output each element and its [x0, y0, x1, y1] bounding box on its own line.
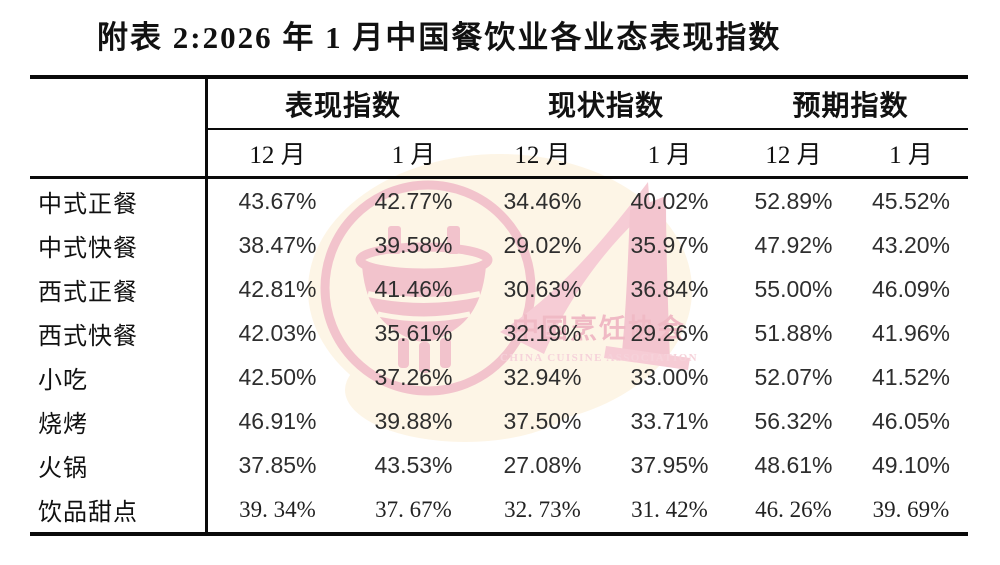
- cell-value: 47.92%: [754, 231, 833, 258]
- row-label: 中式正餐: [38, 191, 138, 218]
- cell-value: 38.47%: [238, 231, 317, 258]
- group-header-expected: 预期指数: [733, 79, 968, 130]
- row-label: 西式快餐: [38, 323, 138, 350]
- cell-value: 52.89%: [754, 187, 833, 214]
- cell-value: 29.26%: [630, 319, 709, 346]
- cell-value: 37.95%: [630, 451, 709, 478]
- cell-value: 43.53%: [374, 451, 453, 478]
- swoosh-numeral-shape: [500, 182, 690, 370]
- cell-value: 42.77%: [374, 187, 453, 214]
- table-vertical-divider: [205, 75, 208, 536]
- table-row-snacks: 小吃 42.50% 37.26% 32.94% 33.00% 52.07% 41…: [30, 355, 968, 399]
- cell-value: 31. 42%: [631, 496, 708, 522]
- cell-value: 52.07%: [754, 363, 833, 390]
- cell-value: 40.02%: [630, 187, 709, 214]
- sub-header-perf-jan: 1 月: [391, 142, 436, 169]
- watermark-cn-text: 中国烹饪协会: [512, 313, 686, 344]
- cell-value: 37.26%: [374, 363, 453, 390]
- row-label: 中式快餐: [38, 235, 138, 262]
- sub-header-perf-dec: 12 月: [249, 142, 306, 169]
- table-row-western-dinner: 西式正餐 42.81% 41.46% 30.63% 36.84% 55.00% …: [30, 267, 968, 311]
- group-header-current: 现状指数: [479, 79, 733, 130]
- cell-value: 46.91%: [238, 407, 317, 434]
- cell-value: 36.84%: [630, 275, 709, 302]
- cell-value: 56.32%: [754, 407, 833, 434]
- cell-value: 34.46%: [503, 187, 582, 214]
- cell-value: 37. 67%: [375, 496, 452, 522]
- cell-value: 39.58%: [374, 231, 453, 258]
- cell-value: 45.52%: [871, 187, 950, 214]
- watermark-group: 中国烹饪协会 CHINA CUISINE ASSOCIATION: [308, 154, 698, 442]
- cell-value: 27.08%: [503, 451, 582, 478]
- cell-value: 42.81%: [238, 275, 317, 302]
- table-row-chinese-dinner: 中式正餐 43.67% 42.77% 34.46% 40.02% 52.89% …: [30, 179, 968, 223]
- index-table: 表现指数 现状指数 预期指数 12 月 1 月 12 月 1 月 12 月 1 …: [30, 75, 968, 536]
- cell-value: 43.67%: [238, 187, 317, 214]
- cell-value: 49.10%: [871, 451, 950, 478]
- ding-vessel-icon: [355, 226, 493, 373]
- cell-value: 46.05%: [871, 407, 950, 434]
- cell-value: 33.71%: [630, 407, 709, 434]
- sub-header-exp-dec: 12 月: [765, 142, 822, 169]
- group-header-performance: 表现指数: [207, 79, 479, 130]
- cell-value: 39. 69%: [872, 496, 950, 522]
- cell-value: 35.61%: [374, 319, 453, 346]
- cell-value: 39.88%: [374, 407, 453, 434]
- cell-value: 48.61%: [754, 451, 833, 478]
- watermark-ring: [320, 180, 536, 396]
- row-label: 西式正餐: [38, 279, 138, 306]
- row-label: 小吃: [38, 367, 88, 394]
- cell-value: 32. 73%: [504, 496, 581, 522]
- cell-value: 33.00%: [630, 363, 709, 390]
- cell-value: 29.02%: [503, 231, 582, 258]
- cell-value: 32.94%: [503, 363, 582, 390]
- page-title: 附表 2:2026 年 1 月中国餐饮业各业态表现指数: [97, 20, 782, 55]
- cell-value: 30.63%: [503, 275, 582, 302]
- cell-value: 37.50%: [503, 407, 582, 434]
- cell-value: 35.97%: [630, 231, 709, 258]
- cell-value: 41.46%: [374, 275, 453, 302]
- cell-value: 41.52%: [871, 363, 950, 390]
- sub-header-curr-dec: 12 月: [514, 142, 571, 169]
- cell-value: 46. 26%: [755, 496, 832, 522]
- row-label: 饮品甜点: [38, 500, 138, 526]
- sub-header-exp-jan: 1 月: [889, 142, 933, 169]
- table-sub-header-row: 12 月 1 月 12 月 1 月 12 月 1 月: [30, 130, 968, 179]
- cell-value: 32.19%: [503, 319, 582, 346]
- cell-value: 42.03%: [238, 319, 317, 346]
- table-group-header-row: 表现指数 现状指数 预期指数: [30, 79, 968, 130]
- cell-value: 41.96%: [871, 319, 950, 346]
- cell-value: 55.00%: [754, 275, 833, 302]
- row-label: 烧烤: [38, 411, 88, 438]
- cell-value: 43.20%: [871, 231, 950, 258]
- watermark-en-text: CHINA CUISINE ASSOCIATION: [500, 352, 698, 364]
- table-row-barbecue: 烧烤 46.91% 39.88% 37.50% 33.71% 56.32% 46…: [30, 399, 968, 443]
- cell-value: 46.09%: [871, 275, 950, 302]
- table-row-western-fastfood: 西式快餐 42.03% 35.61% 32.19% 29.26% 51.88% …: [30, 311, 968, 355]
- row-label: 火锅: [38, 455, 88, 482]
- cell-value: 39. 34%: [239, 496, 316, 522]
- table-row-chinese-fastfood: 中式快餐 38.47% 39.58% 29.02% 35.97% 47.92% …: [30, 223, 968, 267]
- sub-header-curr-jan: 1 月: [647, 142, 692, 169]
- table-row-drinks-desserts: 饮品甜点 39. 34% 37. 67% 32. 73% 31. 42% 46.…: [30, 487, 968, 532]
- cell-value: 51.88%: [754, 319, 833, 346]
- table-row-hotpot: 火锅 37.85% 43.53% 27.08% 37.95% 48.61% 49…: [30, 443, 968, 487]
- cell-value: 37.85%: [238, 451, 317, 478]
- cell-value: 42.50%: [238, 363, 317, 390]
